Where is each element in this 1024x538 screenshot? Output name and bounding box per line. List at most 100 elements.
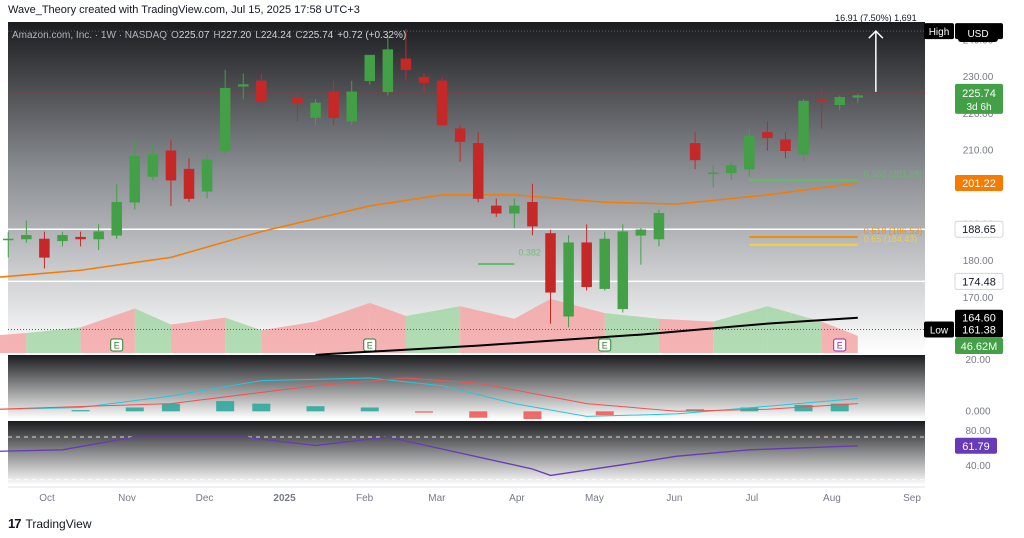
candle[interactable]: [237, 73, 249, 100]
candle[interactable]: [491, 198, 502, 217]
macd-histogram-bar: [216, 401, 235, 412]
tradingview-logo[interactable]: 17 TradingView: [8, 516, 92, 531]
x-tick-label: Aug: [823, 493, 841, 504]
candle[interactable]: [219, 69, 231, 155]
x-tick-label: Jun: [666, 493, 682, 504]
earnings-letter: E: [114, 341, 120, 351]
candle[interactable]: [617, 224, 629, 313]
candle[interactable]: [436, 77, 448, 126]
low-value: 224.24: [261, 30, 292, 41]
candle[interactable]: [707, 165, 719, 188]
earnings-marker[interactable]: E: [833, 338, 847, 352]
candle[interactable]: [3, 231, 14, 258]
candle[interactable]: [147, 143, 159, 181]
candle[interactable]: [635, 227, 647, 265]
macd-line[interactable]: [0, 377, 858, 417]
svg-text:161.38: 161.38: [962, 325, 996, 337]
chart-caption: Wave_Theory created with TradingView.com…: [8, 4, 360, 16]
candle[interactable]: [57, 231, 68, 247]
arrow-head-icon: [868, 30, 884, 39]
rsi-line[interactable]: [0, 436, 858, 477]
level-price-tag: 174.48: [954, 272, 1004, 290]
y-tick-label: 210.00: [963, 146, 994, 157]
y-tick-label: 180.00: [963, 256, 994, 267]
x-tick-label: Jul: [746, 493, 759, 504]
close-value: 225.74: [303, 30, 334, 41]
earnings-marker[interactable]: E: [598, 338, 612, 352]
candle[interactable]: [75, 231, 86, 247]
candle[interactable]: [328, 80, 339, 125]
candle[interactable]: [201, 154, 213, 199]
candle[interactable]: [780, 132, 791, 159]
sma-value-tag: 164.60: [955, 309, 1003, 326]
macd-histogram-bar: [794, 404, 813, 412]
currency-label: USD: [967, 29, 988, 40]
macd-signal-line[interactable]: [0, 377, 858, 412]
candle[interactable]: [454, 124, 466, 162]
candle[interactable]: [834, 95, 845, 111]
candle[interactable]: [382, 36, 394, 96]
sma-line[interactable]: [315, 316, 858, 356]
candle[interactable]: [581, 224, 592, 291]
candle[interactable]: [472, 132, 484, 203]
macd-histogram-bar: [595, 411, 614, 416]
macd-histogram-bar: [686, 409, 705, 412]
macd-histogram-bar: [71, 410, 90, 412]
candle[interactable]: [852, 93, 864, 103]
macd-histogram-bar: [830, 403, 849, 412]
fib-level-label: 0.382: [518, 248, 541, 258]
svg-text:174.48: 174.48: [962, 276, 996, 288]
earnings-marker[interactable]: E: [363, 338, 377, 352]
candle[interactable]: [726, 161, 737, 181]
candle[interactable]: [183, 158, 195, 203]
candle[interactable]: [599, 231, 610, 291]
candle[interactable]: [762, 121, 773, 151]
candle[interactable]: [93, 224, 104, 251]
candle[interactable]: [744, 128, 755, 177]
candle[interactable]: [400, 29, 412, 81]
x-tick-label: Oct: [39, 493, 55, 504]
candle[interactable]: [653, 209, 665, 247]
candle[interactable]: [129, 139, 141, 210]
last-price-tag: 225.74 3d 6h: [955, 83, 1003, 114]
candle[interactable]: [310, 99, 321, 125]
x-tick-label: Mar: [428, 493, 446, 504]
candle[interactable]: [798, 99, 809, 162]
svg-text:High: High: [929, 27, 950, 38]
x-tick-label: Feb: [356, 493, 374, 504]
candle[interactable]: [545, 229, 556, 324]
svg-text:Low: Low: [930, 326, 949, 337]
candle[interactable]: [509, 198, 520, 228]
volume-bar: [604, 313, 659, 353]
x-tick-label: May: [585, 493, 604, 504]
svg-text:61.79: 61.79: [962, 441, 990, 453]
macd-histogram-bar: [523, 411, 542, 419]
candle[interactable]: [39, 231, 50, 269]
candle[interactable]: [364, 54, 376, 85]
candle[interactable]: [21, 220, 32, 243]
candle[interactable]: [418, 73, 430, 92]
candle[interactable]: [256, 73, 267, 107]
volume-bar: [514, 298, 551, 353]
ema-line[interactable]: [0, 182, 858, 279]
svg-text:46.62M: 46.62M: [961, 341, 998, 353]
earnings-marker[interactable]: E: [110, 338, 124, 352]
candle[interactable]: [689, 132, 701, 170]
candle[interactable]: [346, 80, 357, 125]
ema-value-tag: 201.22: [955, 175, 1003, 192]
candle[interactable]: [165, 139, 177, 206]
volume-bar: [0, 333, 27, 353]
candle[interactable]: [111, 183, 122, 239]
symbol-line: Amazon.com, Inc. · 1W · NASDAQ O225.07 H22…: [12, 30, 406, 41]
candle[interactable]: [292, 91, 303, 122]
currency-badge[interactable]: USD: [958, 25, 998, 42]
candle[interactable]: [527, 183, 538, 236]
earnings-letter: E: [837, 341, 843, 351]
volume-bar: [134, 308, 171, 353]
volume-bar: [460, 306, 515, 353]
candle[interactable]: [563, 235, 574, 328]
candle[interactable]: [816, 88, 827, 129]
volume-value-tag: 46.62M: [955, 338, 1003, 354]
macd-histogram-bar: [469, 411, 488, 418]
